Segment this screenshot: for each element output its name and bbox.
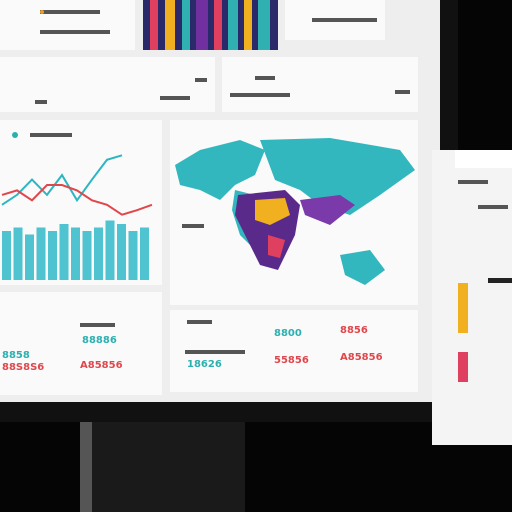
text-line	[478, 205, 508, 209]
kpi-value: 88886	[82, 335, 117, 346]
text-line	[35, 100, 47, 104]
device-header	[455, 150, 512, 168]
filter-panel	[222, 57, 418, 112]
chart-card	[0, 120, 162, 285]
text-line	[80, 323, 115, 327]
text-line	[182, 224, 204, 228]
bar	[117, 224, 126, 280]
dot	[12, 132, 18, 138]
stand-edge	[80, 420, 92, 512]
kpi-value: 18626	[187, 359, 222, 370]
kpi-value: A85856	[80, 360, 123, 371]
bar	[13, 227, 23, 280]
bar	[25, 234, 34, 280]
text-line	[230, 93, 290, 97]
bar	[94, 227, 103, 280]
kpi-value: 8856	[340, 325, 368, 336]
monitor-stand	[80, 420, 245, 512]
kpi-value: A85856	[340, 352, 383, 363]
kpi-value: 55856	[274, 355, 309, 366]
bar	[2, 231, 11, 280]
bar	[82, 231, 92, 280]
card	[0, 0, 135, 50]
text-line	[312, 18, 377, 22]
bar	[59, 224, 69, 280]
bar	[48, 231, 57, 280]
bar	[36, 227, 46, 280]
dot	[40, 10, 44, 14]
text-line	[195, 78, 207, 82]
text-line	[40, 30, 110, 34]
bar	[105, 220, 115, 280]
text-line	[30, 133, 72, 137]
second-device	[432, 150, 512, 445]
kpi-value: 8858	[2, 350, 30, 361]
world-map	[175, 138, 415, 285]
bar	[128, 231, 138, 280]
text-line	[488, 278, 512, 283]
text-line	[395, 90, 410, 94]
filter-panel	[0, 57, 215, 112]
text-line	[458, 180, 488, 184]
device-bar	[458, 352, 468, 382]
device-bar	[458, 283, 468, 333]
text-line	[255, 76, 275, 80]
bar	[71, 227, 80, 280]
color-strip	[143, 0, 278, 50]
text-line	[40, 10, 100, 14]
text-line	[160, 96, 190, 100]
kpi-value: 88S8S6	[2, 362, 44, 373]
text-line	[187, 320, 212, 324]
text-line	[185, 350, 245, 354]
kpi-card	[0, 292, 162, 395]
trend-line	[1, 184, 153, 216]
bar	[140, 227, 149, 280]
kpi-value: 8800	[274, 328, 302, 339]
trend-line	[1, 154, 123, 206]
